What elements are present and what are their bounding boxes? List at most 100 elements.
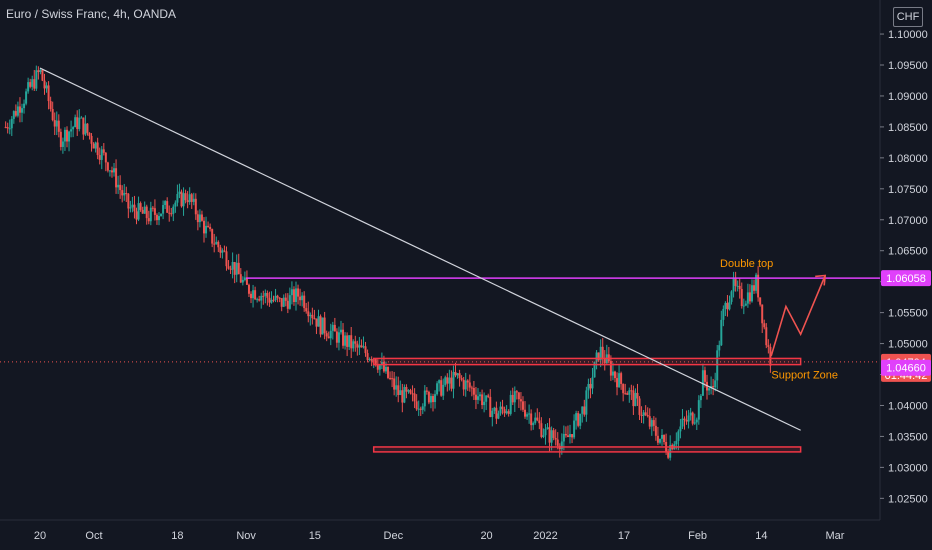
candle: [403, 387, 406, 403]
time-axis[interactable]: 20 Oct 18 Nov 15 Dec 20 2022 17 Feb 14 Mar: [34, 530, 845, 542]
candle: [194, 198, 197, 215]
candle: [233, 261, 236, 275]
candle: [4, 126, 7, 128]
candle: [196, 214, 199, 223]
candle: [411, 393, 414, 395]
candle: [603, 358, 606, 364]
candle: [573, 420, 576, 438]
candle: [352, 341, 355, 349]
candle: [519, 399, 522, 402]
x-tick-label: 20: [34, 530, 46, 542]
candle: [644, 412, 647, 415]
candle: [538, 420, 541, 424]
y-tick-label: 1.07000: [888, 215, 928, 227]
candle: [327, 336, 330, 339]
y-tick-label: 1.09000: [888, 91, 928, 103]
candle: [225, 251, 228, 267]
y-tick-label: 1.10000: [888, 29, 928, 41]
candle: [413, 393, 416, 402]
candle: [618, 373, 621, 388]
candle: [730, 291, 733, 302]
candle: [200, 214, 203, 221]
candle: [397, 385, 400, 396]
candle: [276, 295, 279, 298]
candle: [192, 198, 195, 202]
candle: [106, 162, 109, 171]
candle: [640, 414, 643, 416]
candle: [21, 108, 24, 113]
candle: [466, 380, 469, 383]
candle: [769, 346, 772, 366]
candle: [419, 408, 422, 410]
candle: [35, 70, 38, 89]
candle: [356, 343, 359, 348]
candle: [262, 295, 265, 297]
symbol-title[interactable]: Euro / Swiss Franc, 4h, OANDA: [6, 7, 177, 21]
candle: [613, 371, 616, 379]
candle: [526, 414, 529, 417]
candle: [215, 241, 218, 245]
candle: [186, 200, 189, 203]
x-tick-label: Feb: [688, 530, 707, 542]
candle: [391, 378, 394, 380]
candle: [763, 323, 766, 328]
candle: [217, 241, 220, 248]
candle: [499, 406, 502, 414]
candle: [23, 103, 26, 109]
x-tick-label: 15: [309, 530, 321, 542]
candle: [536, 417, 539, 421]
candle: [125, 193, 128, 195]
candle: [446, 377, 449, 384]
candle: [454, 371, 457, 376]
candle: [409, 390, 412, 394]
candle: [548, 427, 551, 443]
candle: [250, 293, 253, 299]
candle: [346, 335, 349, 347]
candle: [681, 418, 684, 427]
support-price-label: 1.04660: [886, 363, 926, 375]
candle: [532, 422, 535, 426]
candle: [317, 316, 320, 327]
candle: [564, 433, 567, 436]
candle: [115, 168, 118, 188]
candle: [119, 184, 122, 191]
candle: [748, 292, 751, 302]
candle: [61, 141, 64, 147]
candle: [755, 274, 758, 291]
resistance-price-label: 1.06058: [886, 273, 926, 285]
candle: [358, 345, 361, 348]
candle: [110, 170, 113, 173]
candle: [188, 194, 191, 203]
candle: [53, 120, 56, 127]
candle: [360, 345, 363, 348]
candle: [207, 225, 210, 227]
candle: [362, 346, 365, 348]
candle: [689, 412, 692, 416]
projection-path: [770, 275, 826, 357]
candle: [444, 377, 447, 385]
candle: [45, 85, 48, 89]
candle: [123, 193, 126, 196]
candle: [483, 401, 486, 406]
candle: [593, 361, 596, 378]
candle: [718, 345, 721, 351]
candle: [282, 297, 285, 307]
candle: [542, 435, 545, 437]
candle: [507, 411, 510, 414]
candle: [147, 218, 150, 222]
currency-button[interactable]: CHF: [893, 7, 923, 27]
candle: [72, 127, 75, 130]
x-tick-label: 20: [480, 530, 492, 542]
candle: [528, 413, 531, 415]
candle: [256, 299, 259, 301]
candle: [311, 314, 314, 319]
candle: [436, 383, 439, 395]
candle: [626, 393, 629, 395]
candle: [133, 204, 136, 212]
candle: [43, 80, 46, 89]
candle: [235, 262, 238, 275]
candle: [661, 434, 664, 439]
candle: [720, 319, 723, 346]
candle: [313, 318, 316, 320]
